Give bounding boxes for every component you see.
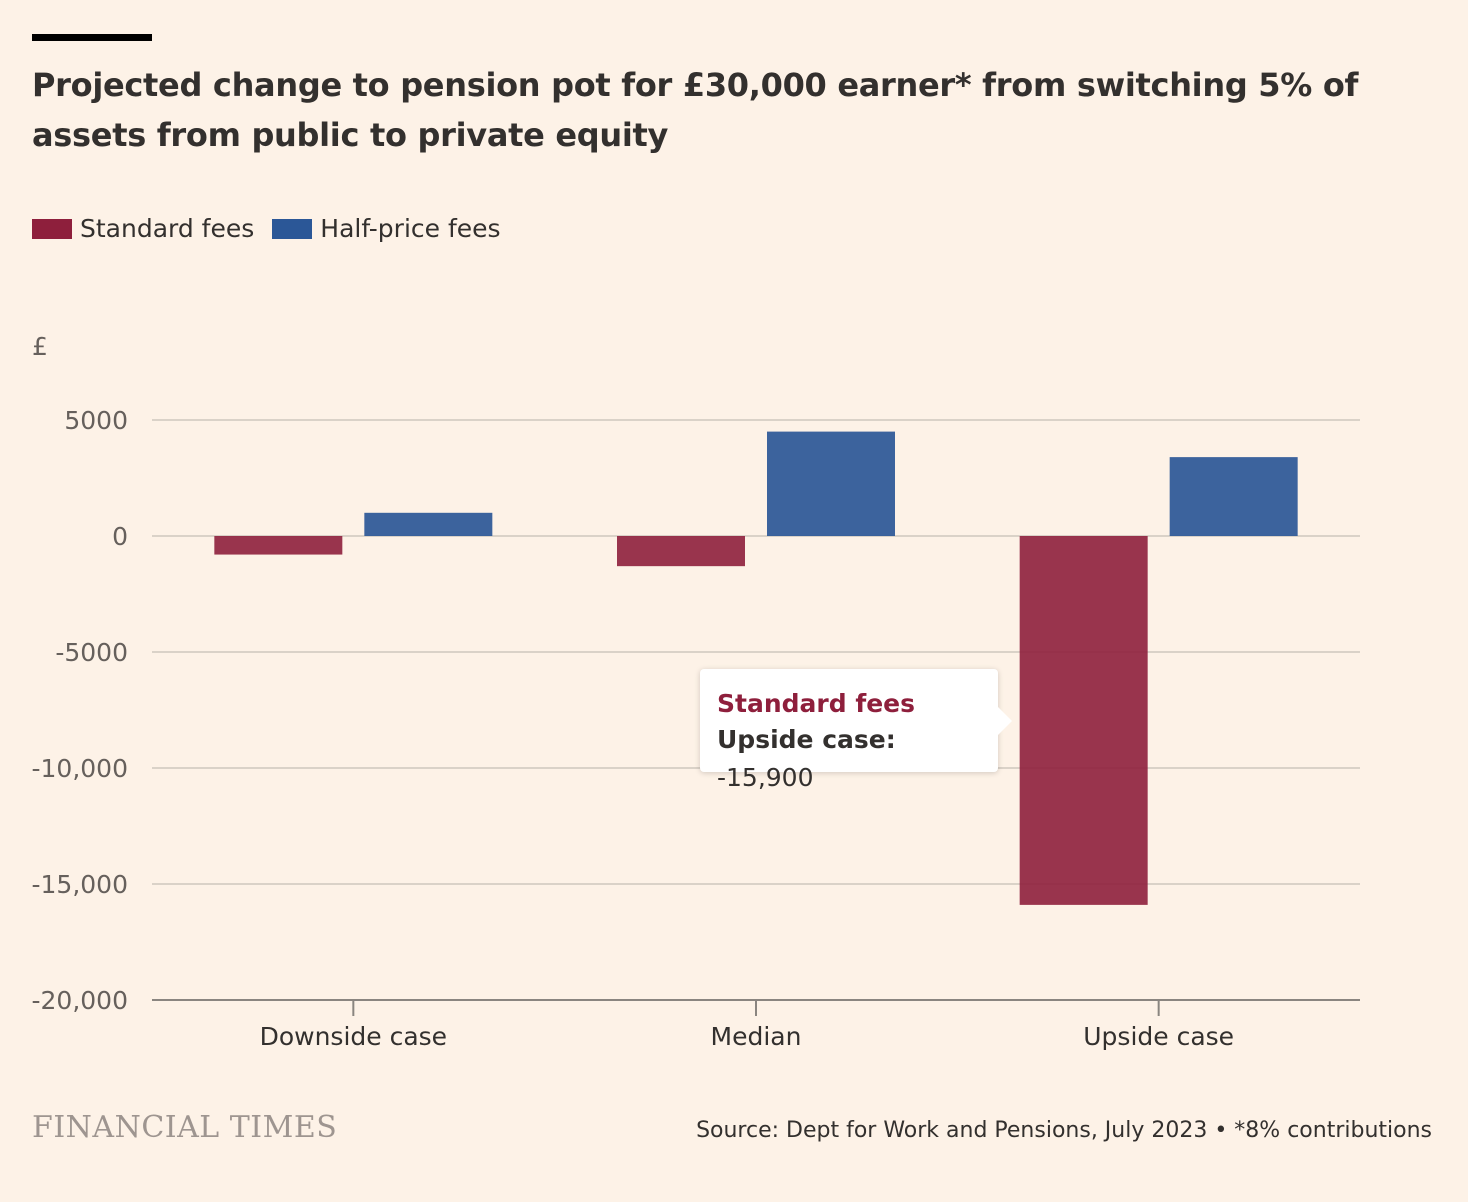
legend-swatch-standard-fees bbox=[32, 218, 72, 239]
legend-item-standard-fees[interactable]: Standard fees bbox=[32, 214, 254, 243]
tooltip-category: Upside case: bbox=[717, 725, 896, 754]
y-tick-label: -20,000 bbox=[32, 986, 129, 1015]
y-tick-label: -10,000 bbox=[32, 754, 129, 783]
y-tick-label: 0 bbox=[112, 522, 128, 551]
y-tick-label: 5000 bbox=[64, 406, 128, 435]
legend-item-half-price-fees[interactable]: Half-price fees bbox=[272, 214, 501, 243]
brand-logo: FINANCIAL TIMES bbox=[32, 1110, 338, 1145]
x-category-label: Downside case bbox=[260, 1022, 447, 1051]
x-category-label: Median bbox=[711, 1022, 802, 1051]
tooltip-line: Upside case: -15,900 bbox=[717, 721, 998, 797]
tooltip: Standard fees Upside case: -15,900 bbox=[700, 669, 1012, 792]
source-note: Source: Dept for Work and Pensions, July… bbox=[696, 1118, 1432, 1143]
y-axis-unit: £ bbox=[32, 332, 48, 361]
bar-half-price-fees-upside-case[interactable] bbox=[1169, 457, 1298, 536]
legend: Standard fees Half-price fees bbox=[32, 214, 519, 243]
y-tick-label: -15,000 bbox=[32, 870, 129, 899]
legend-label-standard-fees: Standard fees bbox=[80, 214, 255, 243]
bar-standard-fees-downside-case[interactable] bbox=[214, 536, 343, 555]
y-tick-label: -5000 bbox=[55, 638, 128, 667]
bar-half-price-fees-median[interactable] bbox=[767, 431, 895, 536]
bar-standard-fees-upside-case[interactable] bbox=[1019, 536, 1148, 905]
bar-half-price-fees-downside-case[interactable] bbox=[364, 512, 493, 536]
tooltip-value: -15,900 bbox=[717, 763, 814, 792]
x-category-label: Upside case bbox=[1083, 1022, 1234, 1051]
tooltip-series: Standard fees bbox=[717, 689, 915, 718]
legend-label-half-price-fees: Half-price fees bbox=[320, 214, 501, 243]
chart-title: Projected change to pension pot for £30,… bbox=[32, 66, 1359, 154]
legend-swatch-half-price-fees bbox=[272, 218, 313, 239]
bar-standard-fees-median[interactable] bbox=[617, 536, 745, 567]
top-rule bbox=[32, 34, 152, 41]
